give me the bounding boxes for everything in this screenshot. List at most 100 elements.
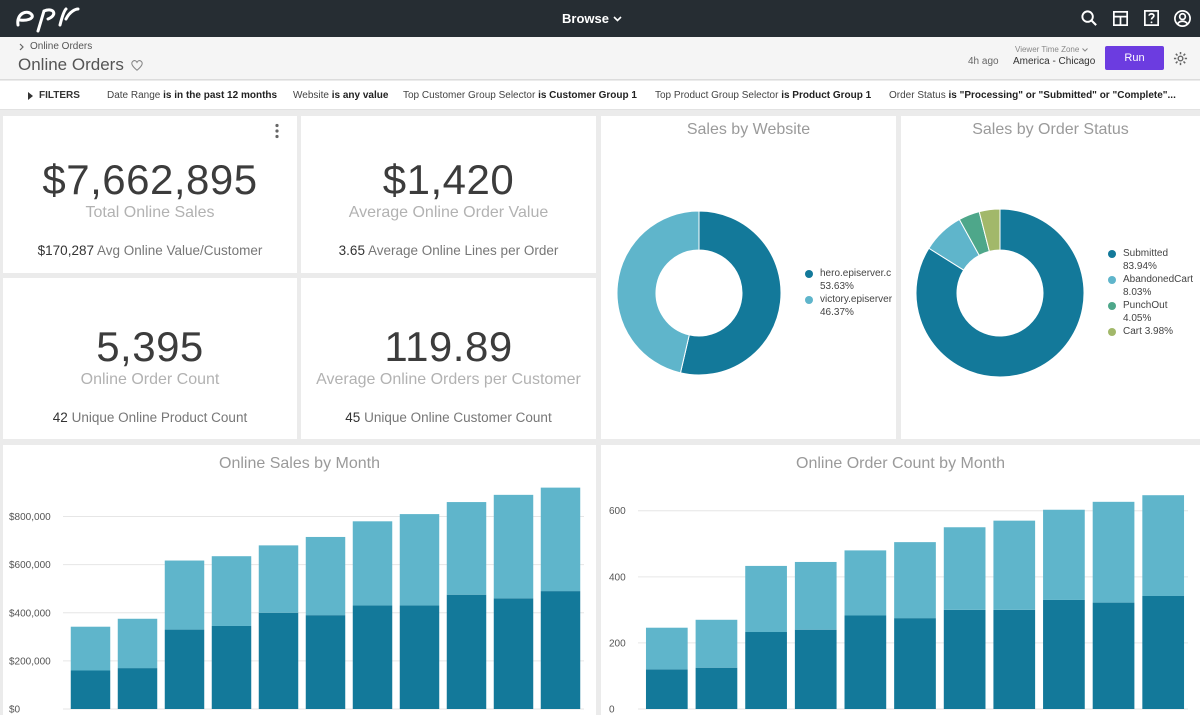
bar-segment[interactable]	[399, 514, 440, 606]
filter-top-customer-group[interactable]: Top Customer Group Selector is Customer …	[403, 90, 637, 101]
kpi-subtext: 3.65 Average Online Lines per Order	[301, 243, 596, 258]
filter-name: Website	[293, 90, 329, 101]
filters-toggle[interactable]: FILTERS	[28, 90, 80, 101]
gear-icon[interactable]	[1173, 51, 1188, 66]
kpi-value: $1,420	[382, 156, 515, 203]
kpi-average-online-order-value: $1,420 Average Online Order Value 3.65 A…	[301, 116, 596, 273]
bar-segment[interactable]	[540, 487, 581, 592]
bar-segment[interactable]	[894, 618, 936, 709]
search-icon[interactable]	[1080, 9, 1099, 28]
filter-condition: is Customer Group 1	[538, 90, 637, 101]
bar-segment[interactable]	[1092, 501, 1135, 603]
bar-segment[interactable]	[352, 521, 393, 606]
dashboard-layout-icon[interactable]	[1111, 9, 1130, 28]
y-tick-label: 200	[609, 638, 626, 649]
bar-segment[interactable]	[645, 627, 688, 670]
donut-slice[interactable]	[978, 208, 1001, 252]
donut-slice[interactable]	[915, 208, 1085, 378]
filter-date-range[interactable]: Date Range is in the past 12 months	[107, 90, 277, 101]
bar-segment[interactable]	[695, 667, 738, 709]
bar-segment[interactable]	[794, 561, 837, 630]
episerver-logo[interactable]	[14, 3, 82, 33]
heart-icon[interactable]	[130, 58, 144, 72]
filter-name: Top Product Group Selector	[655, 90, 779, 101]
bar-segment[interactable]	[258, 545, 299, 613]
bar-segment[interactable]	[745, 565, 787, 633]
bar-segment[interactable]	[305, 615, 346, 709]
bar-segment[interactable]	[117, 668, 158, 709]
bar-segment[interactable]	[211, 556, 252, 626]
filter-top-product-group[interactable]: Top Product Group Selector is Product Gr…	[655, 90, 871, 101]
bar-segment[interactable]	[446, 502, 487, 595]
help-icon[interactable]	[1142, 9, 1161, 28]
kpi-sub-label: Unique Online Customer Count	[364, 410, 552, 425]
legend-item[interactable]: Submitted 83.94%	[1108, 248, 1193, 273]
legend-item[interactable]: hero.episerver.c 53.63%	[805, 268, 892, 293]
bar-segment[interactable]	[305, 536, 346, 616]
bar-segment[interactable]	[399, 605, 440, 709]
bar-segment[interactable]	[1043, 599, 1085, 709]
bar-segment[interactable]	[993, 609, 1036, 709]
bar-segment[interactable]	[164, 560, 205, 630]
bar-segment[interactable]	[540, 591, 581, 709]
page-title-text: Online Orders	[18, 55, 124, 74]
legend-value: 8.03%	[1123, 286, 1152, 298]
browse-menu[interactable]: Browse	[562, 11, 622, 26]
filter-order-status[interactable]: Order Status is "Processing" or "Submitt…	[889, 90, 1176, 101]
y-tick-label: $600,000	[9, 560, 51, 571]
legend-item[interactable]: PunchOut 4.05%	[1108, 300, 1193, 325]
legend-item[interactable]: AbandonedCart 8.03%	[1108, 274, 1193, 299]
kpi-sub-label: Average Online Lines per Order	[367, 243, 559, 258]
bar-segment[interactable]	[993, 520, 1036, 610]
bar-segment[interactable]	[211, 625, 252, 709]
bar-segment[interactable]	[446, 594, 487, 709]
filter-website[interactable]: Website is any value	[293, 90, 388, 101]
bar-segment[interactable]	[943, 609, 986, 709]
y-tick-label: $800,000	[9, 512, 51, 523]
kpi-online-order-count: 5,395 Online Order Count 42 Unique Onlin…	[3, 278, 297, 439]
run-button[interactable]: Run	[1105, 46, 1164, 70]
timezone-label[interactable]: Viewer Time Zone	[1015, 45, 1089, 54]
legend-item[interactable]: victory.episerver 46.37%	[805, 294, 892, 319]
legend-value: 83.94%	[1123, 260, 1157, 272]
bar-segment[interactable]	[1142, 595, 1185, 709]
bar-segment[interactable]	[794, 629, 837, 709]
donut-slice[interactable]	[616, 210, 700, 374]
bar-segment[interactable]	[1092, 602, 1135, 709]
bar-segment[interactable]	[70, 626, 111, 671]
kpi-subtext: 42 Unique Online Product Count	[3, 410, 297, 425]
more-options-icon[interactable]	[274, 123, 280, 139]
chart-title: Online Order Count by Month	[796, 455, 1005, 472]
chart-sales-by-website: Sales by Website hero.episerver.c 53.63% …	[601, 116, 896, 439]
user-account-icon[interactable]	[1173, 9, 1192, 28]
bar-segment[interactable]	[943, 527, 986, 610]
bar-segment[interactable]	[493, 598, 534, 709]
bar-segment[interactable]	[745, 632, 787, 709]
y-tick-label: $400,000	[9, 608, 51, 619]
bar-segment[interactable]	[1142, 495, 1185, 596]
legend-item[interactable]: Cart 3.98%	[1108, 326, 1193, 339]
bar-segment[interactable]	[117, 618, 158, 669]
donut-slice[interactable]	[679, 210, 782, 376]
bar-segment[interactable]	[258, 612, 299, 709]
bar-segment[interactable]	[645, 669, 688, 709]
legend-value: 46.37%	[820, 306, 854, 318]
bar-segment[interactable]	[164, 629, 205, 709]
timezone-value[interactable]: America - Chicago	[1013, 56, 1096, 67]
legend-value: 3.98%	[1144, 326, 1174, 337]
legend-swatch	[1108, 328, 1116, 336]
bar-segment[interactable]	[1043, 509, 1085, 600]
legend-label: AbandonedCart	[1123, 274, 1194, 285]
kpi-label: Online Order Count	[80, 371, 220, 388]
bar-segment[interactable]	[352, 605, 393, 709]
bar-segment[interactable]	[844, 550, 887, 616]
breadcrumb[interactable]: Online Orders	[19, 41, 92, 52]
bar-segment[interactable]	[894, 542, 936, 619]
bar-segment[interactable]	[695, 619, 738, 668]
bar-segment[interactable]	[844, 615, 887, 709]
bar-segment[interactable]	[70, 670, 111, 710]
timezone-label-text: Viewer Time Zone	[1015, 45, 1080, 54]
bar-segment[interactable]	[493, 494, 534, 599]
donut-chart	[915, 208, 1085, 378]
kpi-sub-value: 42	[52, 410, 68, 425]
